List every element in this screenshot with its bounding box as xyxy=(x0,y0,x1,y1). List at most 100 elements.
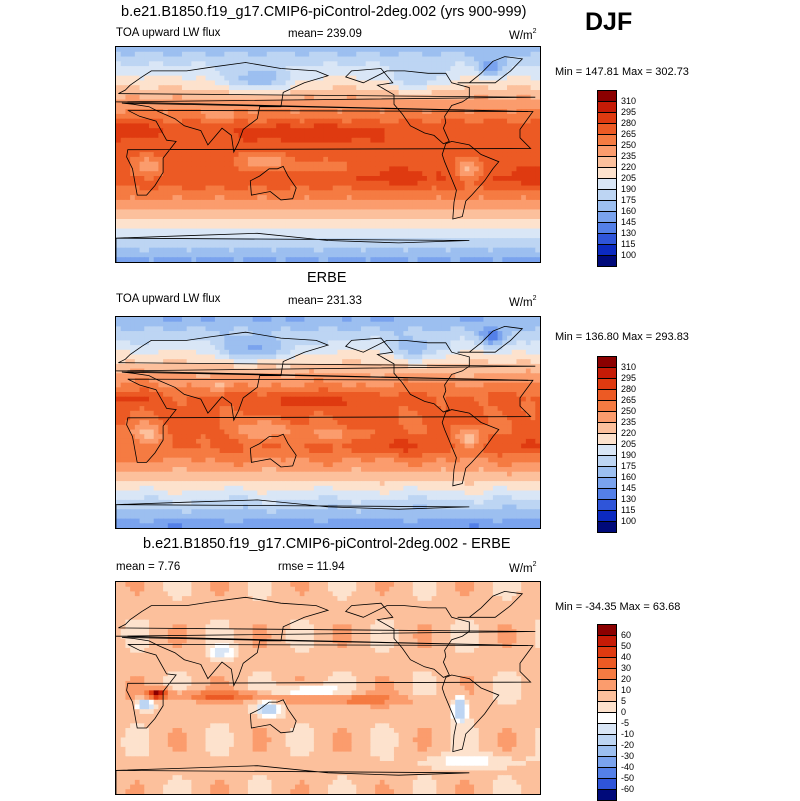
map-cell xyxy=(290,359,296,365)
map-cell xyxy=(153,80,159,86)
map-cell xyxy=(125,80,131,86)
map-cell xyxy=(351,56,357,62)
map-cell xyxy=(530,214,536,220)
map-cell xyxy=(196,104,202,110)
map-cell xyxy=(247,238,254,244)
map-cell xyxy=(139,354,145,360)
map-cell xyxy=(408,171,414,177)
map-cell xyxy=(483,242,489,249)
map-cell xyxy=(337,176,343,182)
map-cell xyxy=(139,56,145,62)
map-cell xyxy=(224,335,230,342)
map-cell xyxy=(181,195,188,201)
map-cell xyxy=(304,180,310,187)
map-cell xyxy=(535,128,540,134)
map-cell xyxy=(309,152,315,158)
map-cell xyxy=(445,137,452,144)
map-cell xyxy=(224,51,230,58)
map-cell xyxy=(134,113,141,120)
map-cell xyxy=(158,156,164,163)
map-cell xyxy=(247,85,254,91)
map-cell xyxy=(148,335,155,342)
map-cell xyxy=(492,247,499,254)
map-cell xyxy=(125,47,131,53)
map-cell xyxy=(153,195,159,201)
map-cell xyxy=(243,133,249,139)
map-cell xyxy=(412,252,419,258)
map-cell xyxy=(313,185,320,191)
map-cell xyxy=(125,75,131,82)
map-cell xyxy=(441,180,447,187)
map-cell xyxy=(530,335,536,342)
map-cell xyxy=(257,123,263,129)
map-cell xyxy=(191,156,197,163)
map-cell xyxy=(521,247,527,254)
map-cell xyxy=(120,142,127,148)
map-cell xyxy=(304,51,310,58)
map-cell xyxy=(488,104,494,110)
map-cell xyxy=(290,75,296,82)
map-cell xyxy=(177,90,183,96)
map-cell xyxy=(426,252,433,258)
map-cell xyxy=(384,113,390,120)
map-cell xyxy=(346,199,353,206)
map-cell xyxy=(459,219,466,225)
map-cell xyxy=(393,85,400,91)
map-cell xyxy=(408,247,414,254)
map-cell xyxy=(342,161,348,168)
map-cell xyxy=(181,109,188,115)
map-cell xyxy=(431,90,437,96)
map-cell xyxy=(360,161,367,168)
map-cell xyxy=(398,326,404,332)
map-cell xyxy=(139,219,145,225)
map-cell xyxy=(474,326,480,332)
map-cell xyxy=(323,123,329,129)
map-cell xyxy=(148,204,155,211)
map-cell xyxy=(299,171,306,177)
map-cell xyxy=(167,228,174,234)
map-cell xyxy=(328,113,334,120)
map-cell xyxy=(488,359,494,365)
map-cell xyxy=(332,180,339,187)
map-cell xyxy=(379,75,386,82)
map-cell xyxy=(375,326,381,332)
map-cell xyxy=(393,331,400,337)
map-cell xyxy=(280,317,287,323)
map-cell xyxy=(389,185,395,191)
map-cell xyxy=(328,171,334,177)
map-cell xyxy=(313,335,320,342)
map-cell xyxy=(224,185,230,191)
map-cell xyxy=(285,142,291,148)
map-cell xyxy=(299,233,306,239)
map-cell xyxy=(474,321,480,327)
map-cell xyxy=(280,345,287,351)
map-cell xyxy=(478,335,485,342)
map-cell xyxy=(252,113,258,120)
map-cell xyxy=(158,349,164,356)
map-cell xyxy=(290,340,296,346)
map-cell xyxy=(266,113,273,120)
map-cell xyxy=(441,176,447,182)
map-cell xyxy=(229,90,235,96)
map-cell xyxy=(351,142,357,148)
panel-1-title: b.e21.B1850.f19_g17.CMIP6-piControl-2deg… xyxy=(121,4,527,20)
map-cell xyxy=(276,223,282,230)
map-cell xyxy=(125,176,131,182)
map-cell xyxy=(511,70,518,77)
map-cell xyxy=(370,166,376,172)
map-cell xyxy=(507,238,513,244)
map-cell xyxy=(130,171,136,177)
map-cell xyxy=(403,152,409,158)
map-cell xyxy=(478,331,485,337)
map-cell xyxy=(511,321,518,327)
map-cell xyxy=(459,247,466,254)
map-cell xyxy=(313,133,320,139)
map-cell xyxy=(313,123,320,129)
map-cell xyxy=(238,317,244,323)
map-cell xyxy=(262,214,268,220)
map-cell xyxy=(181,137,188,144)
map-cell xyxy=(507,209,513,215)
map-cell xyxy=(243,185,249,191)
map-cell xyxy=(177,99,183,105)
map-cell xyxy=(158,340,164,346)
